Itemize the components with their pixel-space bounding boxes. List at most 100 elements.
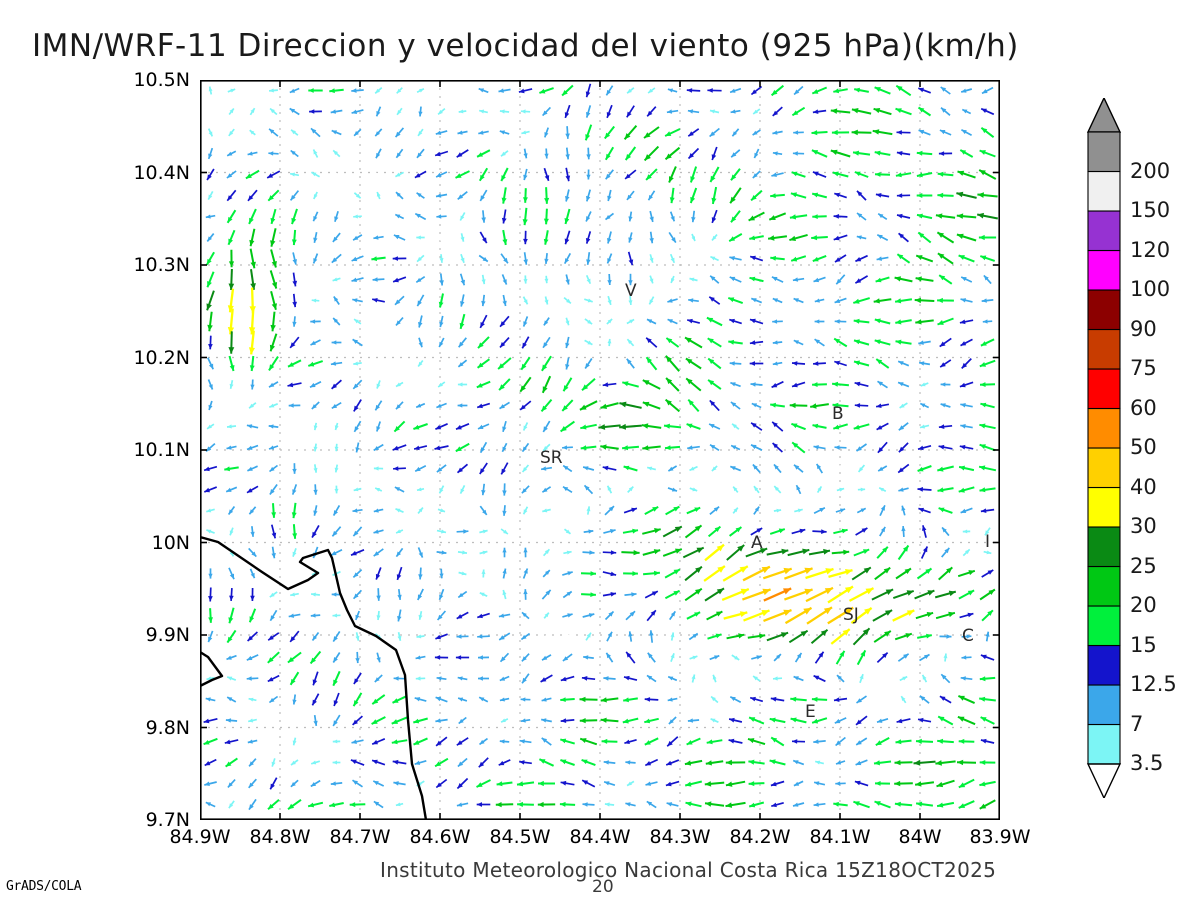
wind-vector-head — [753, 676, 758, 681]
wind-vector-head — [417, 382, 422, 387]
wind-vector-head — [980, 654, 987, 660]
wind-vector-head — [351, 88, 357, 93]
colorbar-segment — [1087, 644, 1121, 686]
wind-vector-head — [623, 465, 630, 471]
wind-vector-head — [334, 488, 339, 494]
wind-vector-head — [353, 593, 359, 599]
wind-vector-head — [937, 487, 944, 493]
wind-vector-head — [567, 571, 573, 576]
wind-vector-head — [811, 150, 819, 155]
wind-vector-head — [937, 802, 944, 808]
wind-vector-head — [441, 550, 447, 555]
wind-vector-head — [851, 108, 859, 114]
wind-vector-head — [979, 487, 986, 493]
wind-vector-head — [478, 424, 484, 429]
wind-vector-head — [960, 341, 967, 346]
wind-vector-head — [332, 530, 338, 537]
city-label: A — [751, 533, 763, 553]
wind-vector-head — [854, 171, 861, 177]
wind-vector-head — [333, 720, 338, 726]
wind-vector-head — [876, 425, 883, 430]
wind-vector-head — [749, 802, 756, 808]
wind-vector-head — [713, 506, 720, 512]
x-tick-label: 84.9W — [169, 826, 231, 848]
wind-vector-head — [901, 526, 906, 532]
wind-vector-head — [566, 298, 571, 304]
wind-vector-head — [685, 358, 693, 364]
wind-vector-head — [781, 548, 789, 555]
wind-vector-head — [268, 151, 274, 156]
wind-vector-head — [938, 151, 945, 156]
wind-vector-head — [880, 505, 885, 511]
wind-vector-head — [751, 403, 758, 408]
wind-vector-head — [247, 739, 253, 744]
wind-vector-head — [751, 444, 757, 450]
wind-vector-head — [918, 445, 924, 451]
wind-vector-head — [457, 382, 463, 387]
wind-vector-head — [790, 717, 797, 723]
wind-vector-head — [482, 550, 488, 555]
wind-vector-head — [371, 719, 378, 724]
wind-vector-head — [671, 237, 676, 243]
wind-vector-head — [981, 108, 987, 113]
wind-vector-head — [598, 424, 606, 430]
wind-vector-head — [249, 327, 256, 335]
wind-vector-head — [670, 257, 675, 263]
wind-vector-head — [247, 445, 253, 450]
wind-vector-head — [855, 760, 862, 766]
wind-vector-head — [376, 615, 381, 620]
wind-vector-head — [940, 403, 946, 408]
wind-vector-head — [705, 760, 712, 766]
wind-vector-head — [477, 152, 483, 157]
wind-vector-head — [289, 88, 296, 93]
wind-vector-head — [457, 676, 463, 681]
wind-vector-head — [499, 384, 505, 391]
wind-vector-head — [269, 382, 275, 388]
wind-vector-head — [313, 194, 318, 199]
wind-vector-head — [355, 658, 360, 664]
wind-vector-head — [857, 190, 863, 197]
wind-vector-head — [353, 235, 359, 241]
wind-vector-head — [608, 611, 614, 617]
wind-vector-head — [482, 529, 488, 534]
wind-vector-head — [778, 528, 785, 534]
wind-vector-head — [729, 256, 735, 261]
wind-vector-head — [460, 236, 465, 242]
wind-vector-head — [799, 528, 806, 534]
wind-vector-head — [270, 324, 276, 332]
wind-vector-head — [834, 697, 840, 702]
wind-vector-head — [833, 214, 840, 219]
wind-vector-head — [939, 341, 946, 347]
wind-vector-head — [584, 485, 590, 491]
wind-vector-head — [961, 277, 967, 282]
wind-vector-head — [353, 383, 359, 389]
wind-vector-head — [208, 153, 213, 159]
wind-vector-head — [873, 108, 881, 114]
wind-vector-head — [856, 740, 862, 745]
wind-vector-head — [350, 759, 357, 765]
wind-vector-head — [605, 215, 611, 220]
wind-vector-head — [292, 718, 296, 724]
wind-vector-head — [353, 487, 359, 492]
wind-vector-head — [482, 257, 488, 262]
colorbar-tick: 15 — [1130, 632, 1157, 657]
plot-area: V SR B A I SJ C E — [200, 80, 1000, 820]
wind-vector-head — [288, 803, 295, 810]
wind-vector-head — [748, 215, 755, 221]
wind-vector-head — [292, 468, 297, 474]
wind-vector-head — [802, 548, 810, 555]
wind-vector-head — [625, 154, 632, 160]
wind-vector-head — [587, 319, 593, 325]
wind-vector-head — [499, 676, 506, 681]
wind-vector-head — [312, 679, 318, 686]
wind-vector-head — [225, 718, 232, 723]
wind-vector-head — [794, 89, 800, 95]
wind-vector-head — [544, 258, 549, 264]
wind-vector-head — [855, 257, 862, 262]
wind-vector-head — [774, 486, 779, 491]
wind-vector-head — [644, 154, 651, 161]
wind-vector-head — [897, 213, 903, 219]
wind-vector-head — [712, 674, 717, 680]
wind-vector-head — [308, 361, 315, 367]
wind-vector-head — [544, 278, 549, 284]
